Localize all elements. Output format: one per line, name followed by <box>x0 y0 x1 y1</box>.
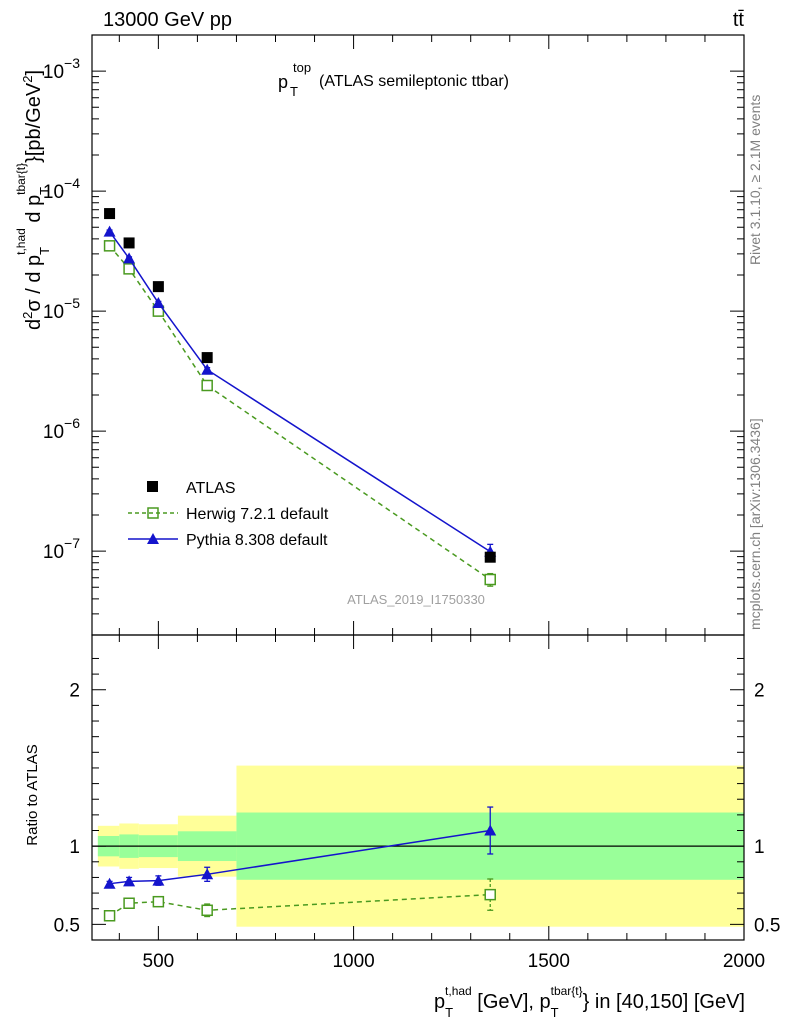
ratio-y-axis-label: Ratio to ATLAS <box>24 744 41 845</box>
plot-title-sup: top <box>293 60 311 75</box>
main-point-1-3 <box>201 379 213 392</box>
main-y-tick-base: 10 <box>43 62 64 83</box>
ratio-y-tick-label-right-2: 2 <box>754 681 765 702</box>
main-y-tick-exponent: −7 <box>64 535 80 551</box>
ratio-point-1-0 <box>103 877 116 889</box>
main-point-2-1 <box>123 252 136 264</box>
main-y-tick-label-0: 10−7 <box>43 535 80 563</box>
main-point-2-2 <box>152 296 165 308</box>
main-point-1-1 <box>123 263 135 275</box>
x-tick-label-3: 2000 <box>723 951 765 972</box>
ratio-point-0-2 <box>152 895 165 908</box>
data-series <box>103 208 497 922</box>
main-y-tick-label-4: 10−3 <box>43 55 80 83</box>
ratio-y-tick-label-right-1: 1 <box>754 837 765 858</box>
main-point-0-3 <box>201 352 213 364</box>
main-point-2-0 <box>103 225 116 237</box>
svg-text:p: p <box>278 72 288 92</box>
x-tick-label-2: 1500 <box>528 951 570 972</box>
ratio-point-1-2 <box>152 874 165 886</box>
main-y-tick-base: 10 <box>43 422 64 443</box>
plot-title-text: (ATLAS semileptonic ttbar) <box>319 73 509 90</box>
x-tick-label-0: 500 <box>143 951 175 972</box>
main-series-line-2 <box>108 231 491 553</box>
legend-marker-herwig <box>147 507 159 519</box>
ratio-y-tick-label-right-0: 0.5 <box>754 915 780 936</box>
ratio-point-0-3 <box>201 904 213 917</box>
main-series-line-1 <box>108 245 491 581</box>
rivet-version-label: Rivet 3.1.10, ≥ 2.1M events <box>747 95 763 265</box>
header-left-label: 13000 GeV pp <box>103 9 232 31</box>
main-series-0 <box>104 208 496 563</box>
main-y-tick-exponent: −3 <box>64 55 80 71</box>
main-point-0-4 <box>484 551 496 563</box>
legend-label-pythia: Pythia 8.308 default <box>186 532 328 549</box>
header-right-label: tt̄ <box>733 9 745 31</box>
main-y-tick-exponent: −6 <box>64 415 80 431</box>
legend-label-atlas: ATLAS <box>186 480 236 497</box>
main-point-0-1 <box>123 237 135 249</box>
main-y-tick-exponent: −4 <box>64 175 80 191</box>
main-y-tick-label-3: 10−4 <box>43 175 80 203</box>
legend: ATLAS Herwig 7.2.1 default Pythia 8.308 … <box>128 480 329 549</box>
main-y-tick-base: 10 <box>43 182 64 203</box>
ratio-y-tick-label-left-1: 1 <box>69 837 80 858</box>
plot-title: p top T (ATLAS semileptonic ttbar) <box>278 60 509 99</box>
legend-marker-pythia <box>147 533 159 544</box>
x-tick-label-1: 1000 <box>332 951 374 972</box>
main-y-tick-base: 10 <box>43 302 64 323</box>
main-y-tick-label-2: 10−5 <box>43 295 80 323</box>
ratio-y-tick-label-left-0: 0.5 <box>54 915 80 936</box>
x-axis-label: pTt,had [GeV], pTtbar{t}} in [40,150] [G… <box>434 984 745 1020</box>
ratio-point-0-0 <box>103 910 116 922</box>
ratio-point-1-3 <box>201 868 214 880</box>
plot-title-sub: T <box>290 84 298 99</box>
main-y-tick-base: 10 <box>43 542 64 563</box>
plot-title-prefix: p <box>278 72 288 92</box>
ratio-series-0 <box>103 878 496 922</box>
ratio-point-1-1 <box>123 875 136 887</box>
main-y-tick-label-1: 10−6 <box>43 415 80 443</box>
main-point-0-0 <box>104 208 116 220</box>
ratio-point-0-4 <box>484 888 496 901</box>
main-y-axis-label: d2σ / d pTt,had d pTtbar{t}}[pb/GeV2] <box>14 70 52 330</box>
ratio-point-0-1 <box>123 897 135 909</box>
main-point-1-4 <box>484 573 496 586</box>
legend-marker-atlas <box>147 481 158 492</box>
axes-frames <box>91 34 745 941</box>
main-point-2-3 <box>201 363 214 375</box>
ratio-series-1 <box>103 806 497 889</box>
mcplots-reference-label: mcplots.cern.ch [arXiv:1306.3436] <box>747 418 763 630</box>
main-series-1 <box>103 240 496 587</box>
ratio-point-1-4 <box>484 824 497 836</box>
main-y-tick-exponent: −5 <box>64 295 80 311</box>
legend-label-herwig: Herwig 7.2.1 default <box>186 506 329 523</box>
ratio-panel-frame <box>91 634 745 941</box>
ratio-y-tick-label-left-2: 2 <box>69 681 80 702</box>
analysis-watermark: ATLAS_2019_I1750330 <box>347 592 485 607</box>
main-point-0-2 <box>152 281 164 293</box>
main-point-1-0 <box>103 240 116 252</box>
